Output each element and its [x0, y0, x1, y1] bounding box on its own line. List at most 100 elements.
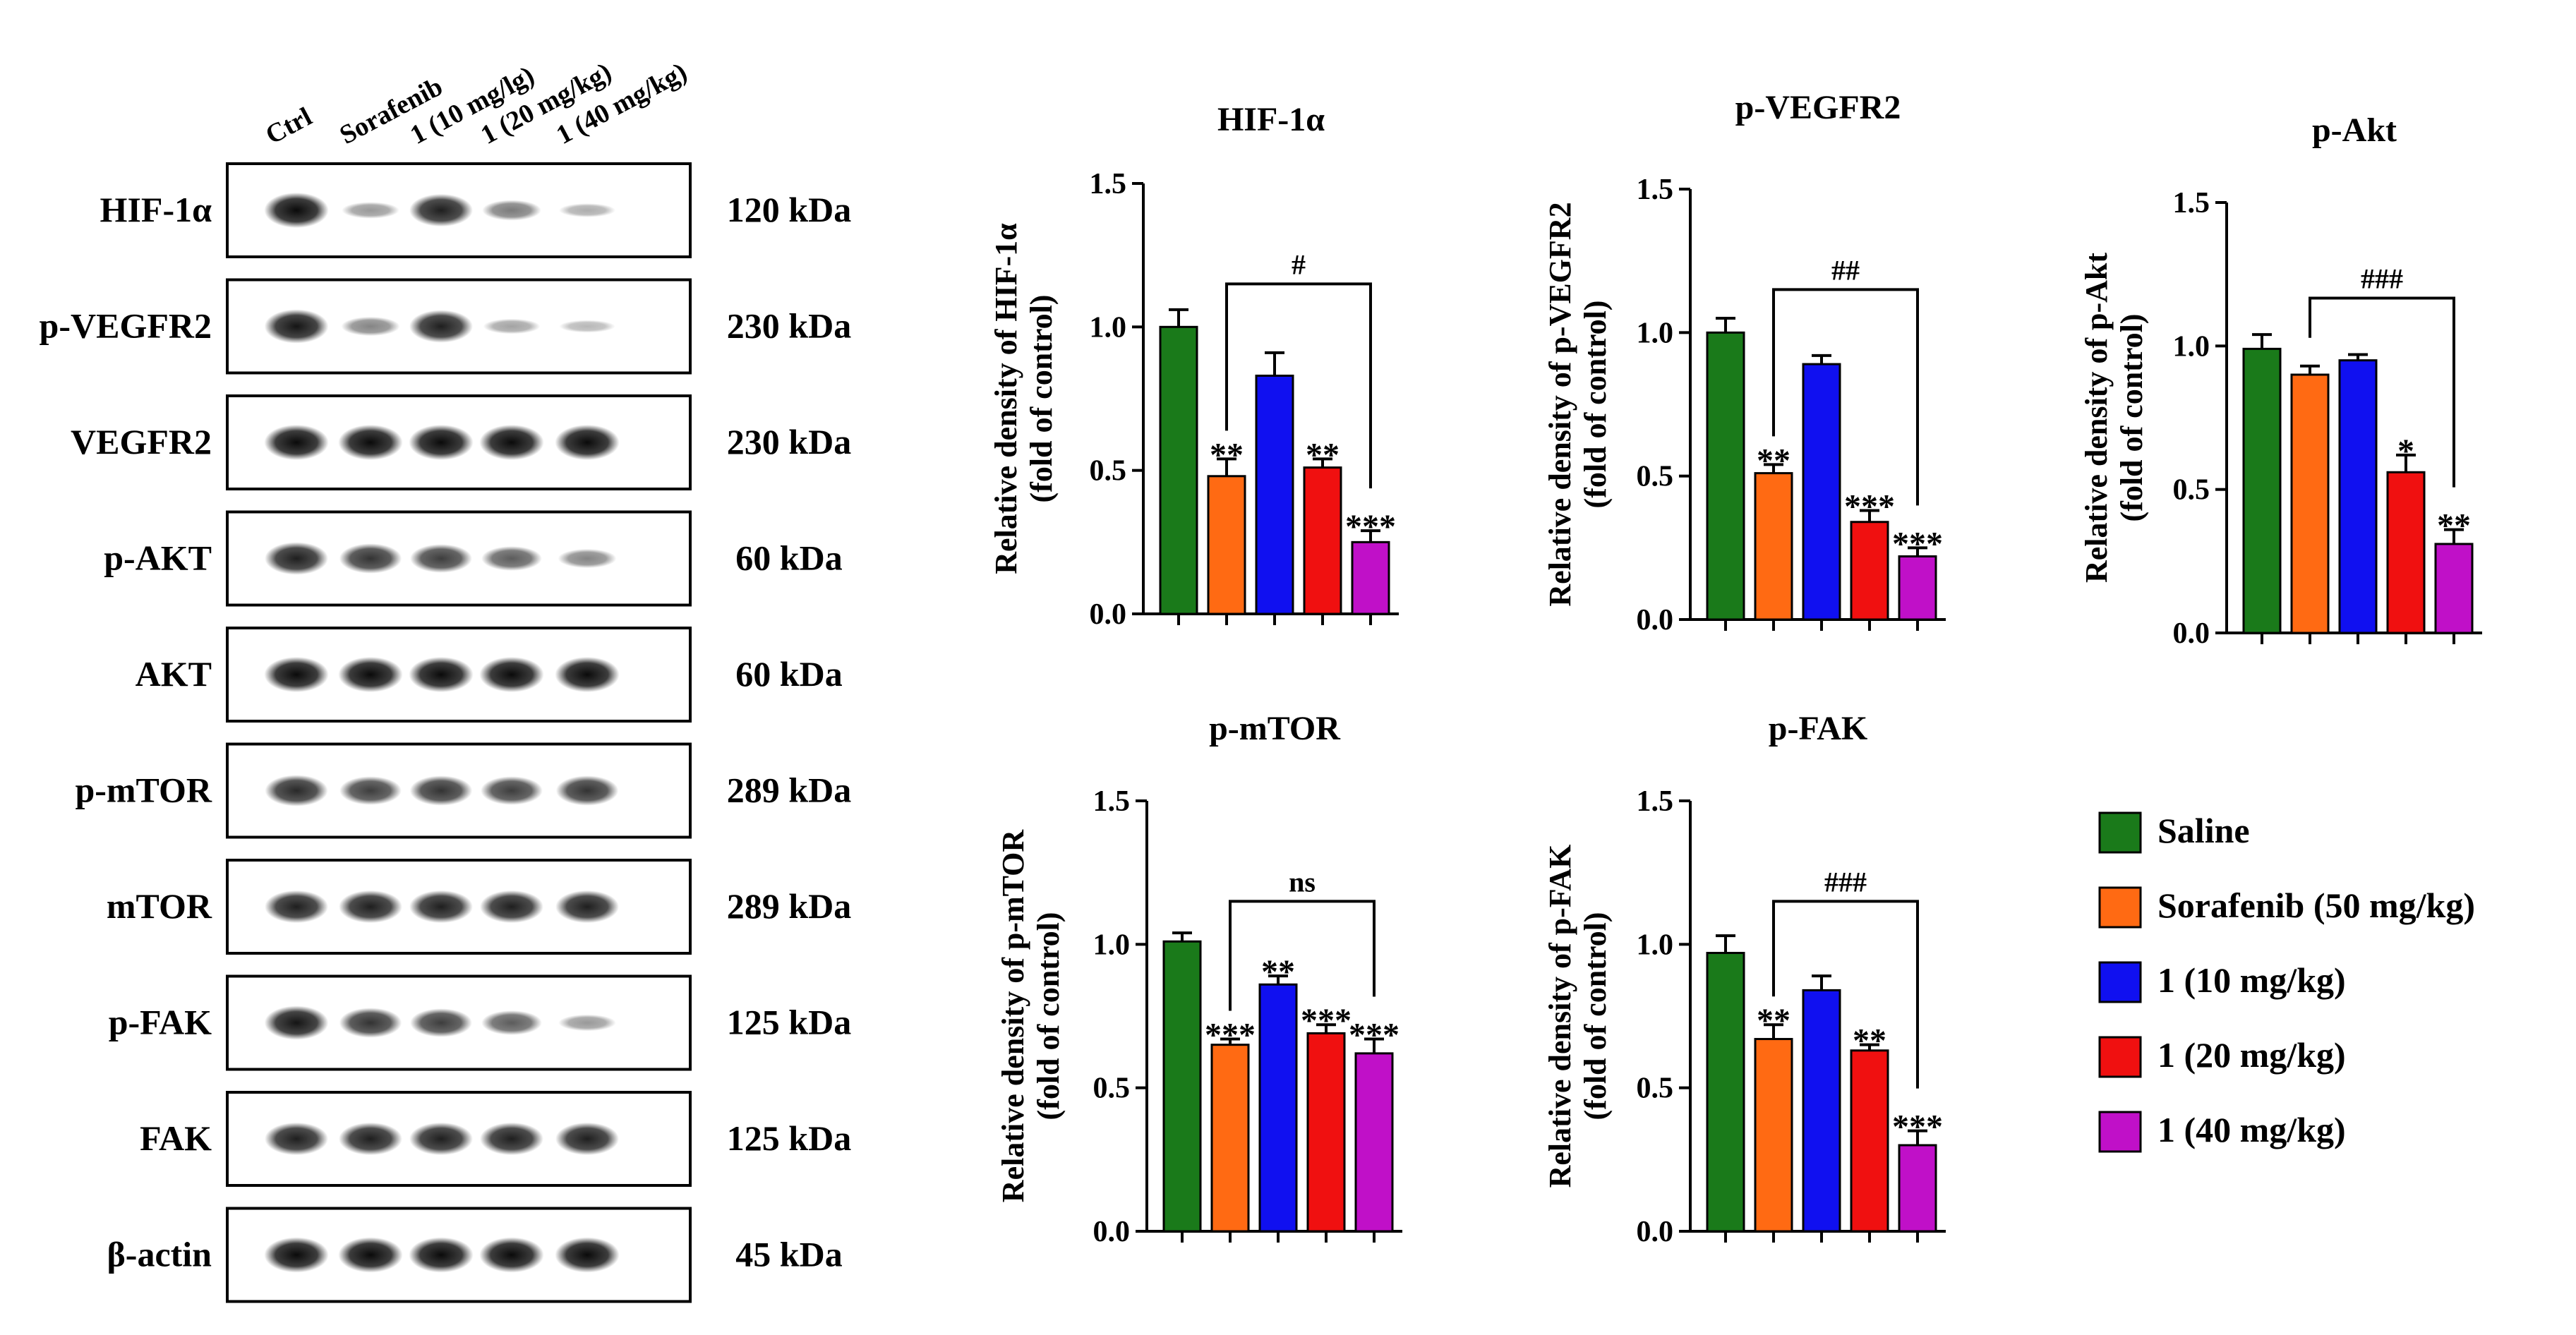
y-tick-label: 1.0 [1093, 929, 1131, 961]
blot-protein-label: p-AKT [104, 538, 212, 578]
significance-label: *** [1844, 488, 1895, 525]
blot-band [409, 890, 473, 924]
blot-band [338, 1237, 403, 1273]
bar [1754, 1038, 1793, 1233]
blot-band [555, 1122, 619, 1156]
blot-band [558, 1014, 616, 1032]
bar [1850, 1049, 1889, 1233]
chart-title: p-Akt [2312, 111, 2397, 149]
y-axis-label: (fold of control) [1024, 295, 1059, 503]
blot-band [409, 193, 473, 227]
y-tick-label: 0.0 [1637, 604, 1674, 636]
legend-label: Sorafenib (50 mg/kg) [2157, 886, 2475, 925]
comparison-bracket [1229, 900, 1376, 1011]
blot-protein-label: p-mTOR [75, 771, 212, 810]
chart-1: p-VEGFR2 Relative density of p-VEGFR2 (fol… [1543, 89, 1946, 636]
significance-label: *** [1345, 508, 1396, 545]
comparison-bracket [1772, 900, 1919, 1089]
blot-band [480, 890, 543, 924]
blot-band [555, 890, 619, 924]
blot-band [264, 309, 329, 344]
blot-size-label: 60 kDa [735, 654, 842, 694]
blot-band [264, 656, 329, 693]
bar [2434, 543, 2474, 634]
blot-size-label: 230 kDa [727, 422, 851, 461]
blot-band [338, 424, 403, 461]
y-axis-label: Relative density of p-mTOR [996, 829, 1030, 1203]
y-axis-label: Relative density of HIF-1α [989, 223, 1023, 574]
blot-band [481, 546, 542, 571]
chart-title: p-FAK [1769, 710, 1867, 747]
bar [1706, 331, 1745, 621]
blot-band [483, 318, 541, 334]
bar [1802, 989, 1841, 1233]
y-tick-label: 0.0 [1637, 1216, 1674, 1248]
blot-size-label: 120 kDa [727, 190, 851, 229]
y-tick-label: 0.5 [1637, 461, 1674, 493]
y-tick-label: 1.5 [2173, 187, 2210, 219]
blot-band [410, 1008, 472, 1037]
blot-band [559, 320, 615, 333]
significance-label: ** [1757, 442, 1790, 479]
blot-protein-label: mTOR [107, 886, 212, 926]
blot-band [339, 1122, 402, 1156]
significance-label: ** [1261, 953, 1295, 991]
bar [1207, 475, 1246, 615]
blot-band [264, 1237, 329, 1273]
blot-band [265, 1122, 328, 1156]
comparison-bracket [1772, 288, 1919, 506]
chart-title: p-VEGFR2 [1735, 89, 1901, 126]
y-tick-label: 0.5 [1090, 455, 1127, 488]
blot-size-label: 289 kDa [727, 771, 851, 810]
blot-band [555, 656, 620, 693]
blot-band [409, 775, 473, 806]
y-tick-label: 1.5 [1090, 168, 1127, 200]
blot-band [342, 202, 399, 219]
blot-band [264, 424, 329, 461]
chart-4: p-FAK Relative density of p-FAK (fold of c… [1543, 710, 1946, 1248]
bar [1162, 940, 1202, 1233]
blot-protein-label: FAK [140, 1118, 212, 1158]
significance-label: *** [1301, 1002, 1352, 1039]
blot-band [338, 656, 403, 693]
bar [1351, 540, 1390, 615]
significance-label: ** [1853, 1022, 1886, 1060]
blot-band [409, 310, 473, 343]
blot-band [555, 1237, 620, 1273]
blot-band [339, 543, 402, 574]
blot-size-label: 125 kDa [727, 1003, 851, 1042]
significance-label: *** [1205, 1017, 1256, 1054]
y-tick-label: 1.0 [1090, 311, 1127, 344]
legend-swatch [2098, 1036, 2142, 1078]
comparison-label: ns [1289, 866, 1316, 898]
y-axis-label: (fold of control) [2114, 314, 2149, 522]
comparison-label: # [1292, 248, 1306, 280]
significance-label: ** [2437, 507, 2471, 545]
blot-band [265, 542, 328, 575]
significance-label: ** [1757, 1002, 1790, 1039]
blot-band [410, 544, 472, 573]
blot-band [479, 656, 544, 693]
blot-band [555, 775, 619, 806]
lane-label: Ctrl [261, 102, 317, 150]
blot-band [409, 656, 474, 693]
blot-band [480, 1122, 543, 1156]
bar [1802, 363, 1841, 621]
bar [1255, 374, 1294, 615]
blot-band [339, 776, 402, 805]
blot-protein-label: p-VEGFR2 [40, 306, 212, 346]
bar [1898, 1144, 1937, 1233]
bar [1210, 1044, 1250, 1233]
significance-label: * [2397, 433, 2414, 470]
blot-protein-label: AKT [136, 654, 212, 694]
y-tick-label: 1.5 [1637, 785, 1674, 818]
y-tick-label: 1.5 [1637, 174, 1674, 206]
blot-band [481, 1010, 542, 1035]
blot-size-label: 60 kDa [735, 538, 842, 578]
blot-size-label: 289 kDa [727, 886, 851, 926]
bar [2386, 471, 2426, 634]
legend-label: 1 (10 mg/kg) [2157, 960, 2346, 1000]
